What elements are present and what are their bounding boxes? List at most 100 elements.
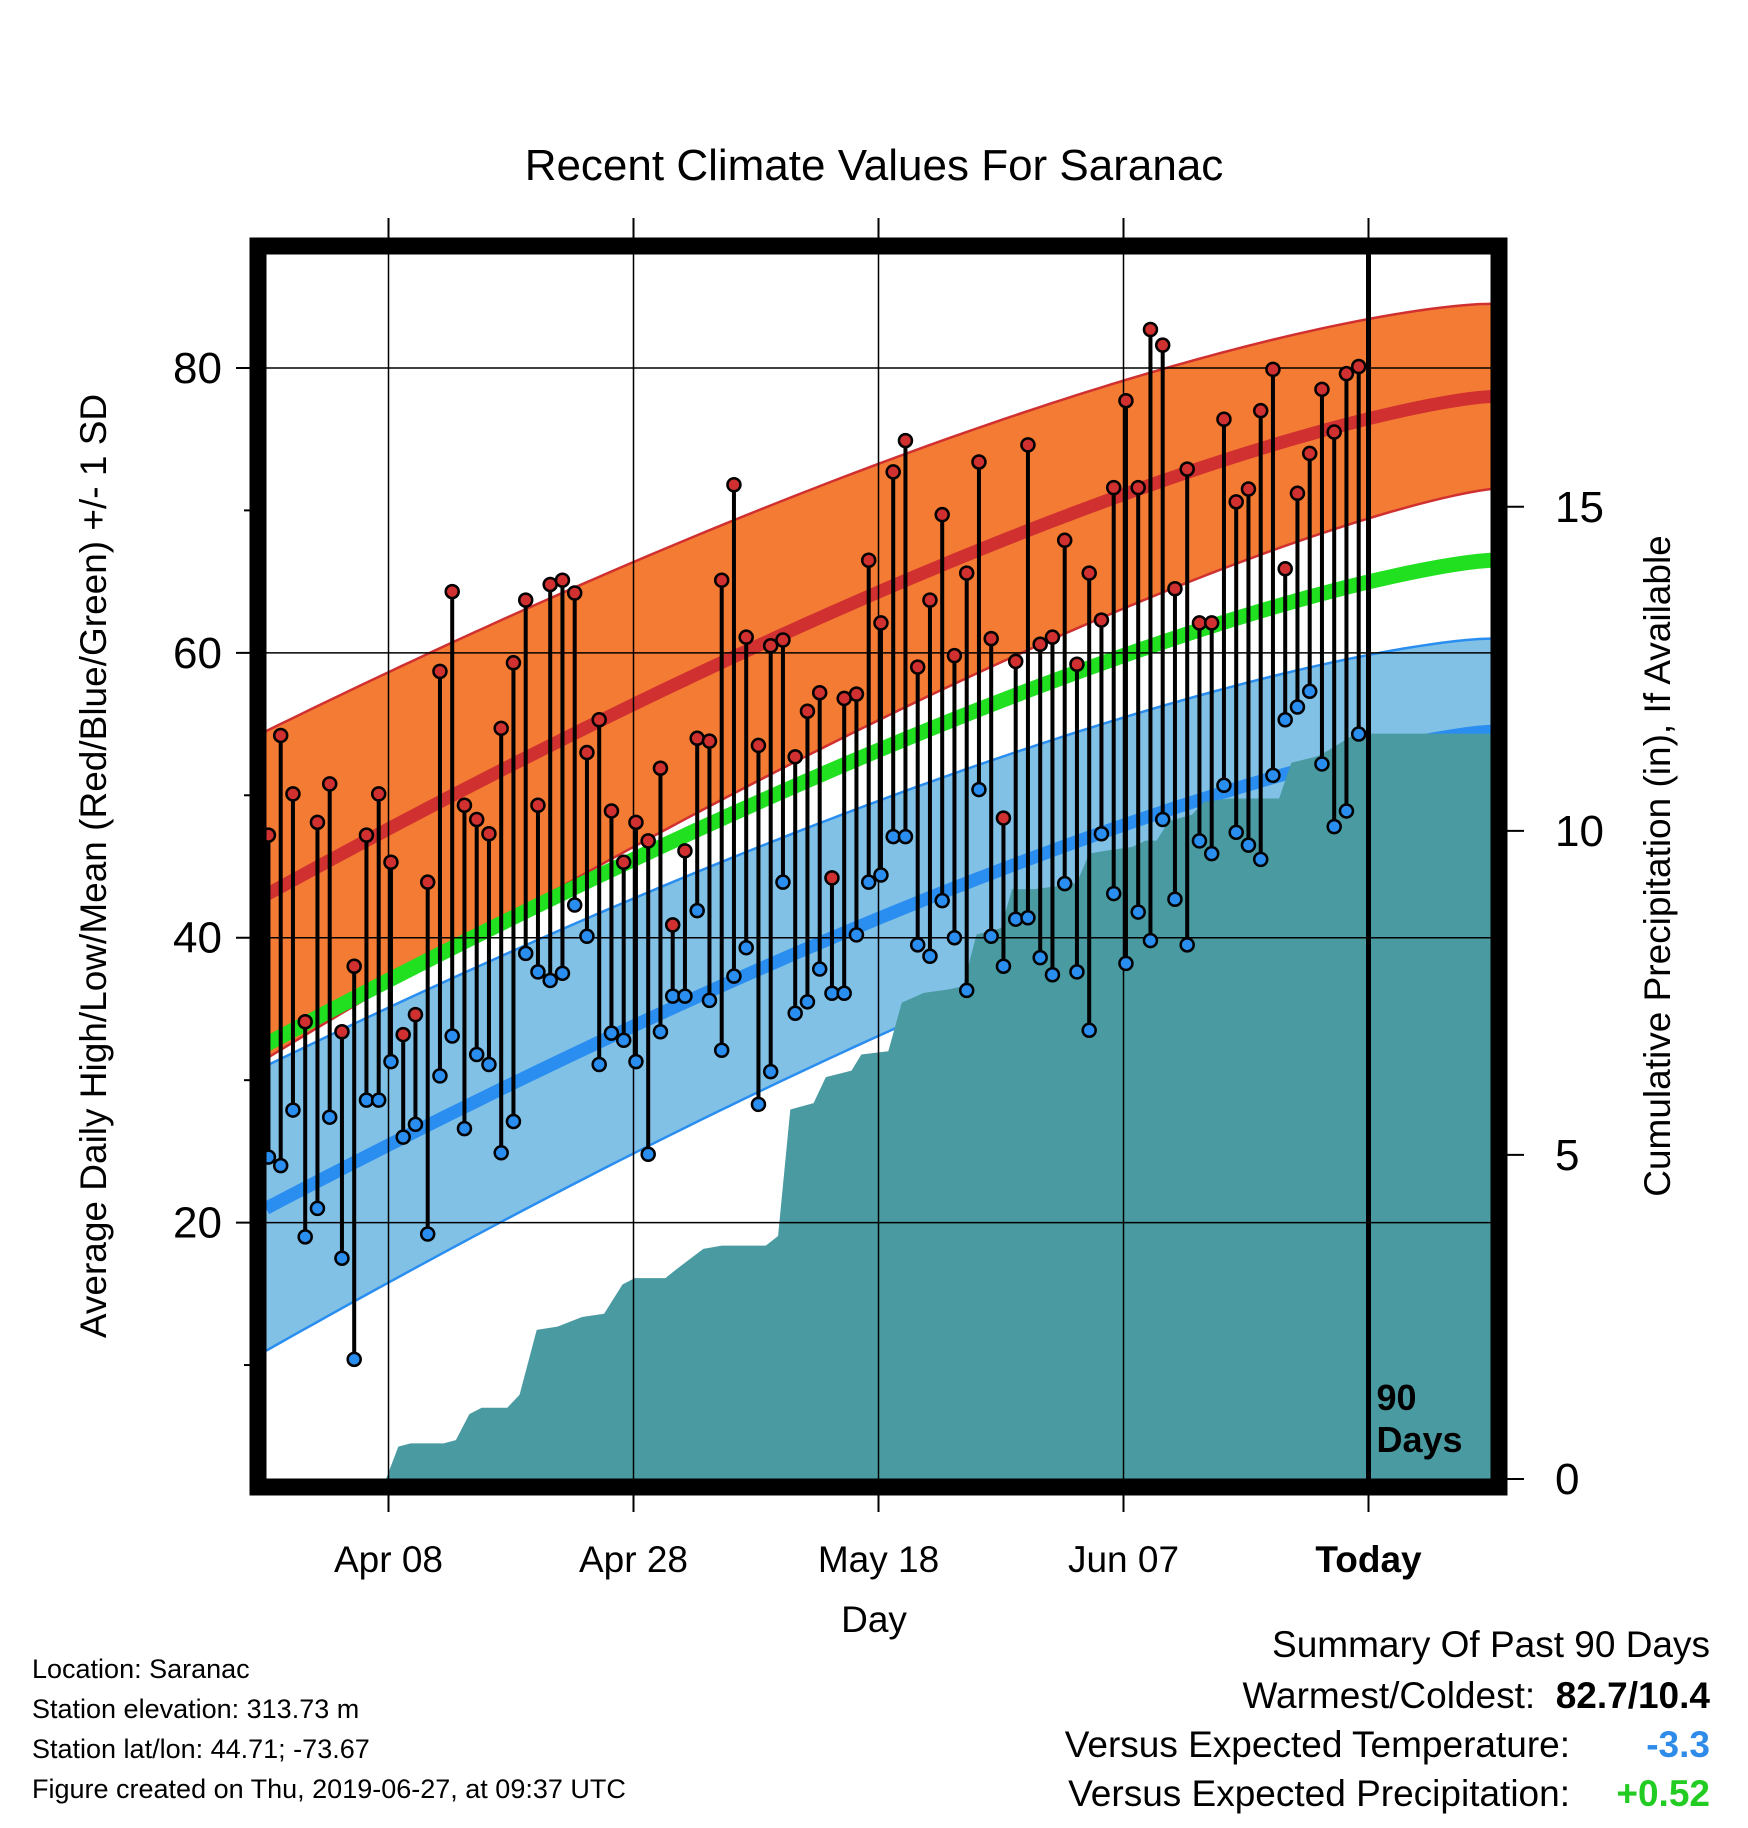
- low-point-13: [419, 1226, 436, 1242]
- low-point-11: [395, 1129, 411, 1145]
- high-point-25: [566, 585, 583, 601]
- high-point-57: [958, 565, 975, 581]
- high-point-69: [1105, 479, 1122, 496]
- low-point-23: [542, 972, 558, 989]
- high-point-1: [272, 727, 289, 744]
- low-point-56: [946, 929, 963, 946]
- high-point-45: [811, 684, 828, 701]
- low-point-75: [1179, 937, 1195, 953]
- low-point-52: [897, 828, 914, 845]
- high-point-89: [1350, 358, 1367, 375]
- low-point-20: [505, 1113, 522, 1130]
- high-point-70: [1118, 392, 1134, 409]
- x-tick-label-3: Jun 07: [1068, 1539, 1179, 1580]
- low-point-25: [566, 897, 583, 913]
- high-point-86: [1314, 381, 1330, 398]
- low-point-74: [1167, 891, 1183, 908]
- high-point-62: [1020, 437, 1036, 453]
- low-point-42: [775, 874, 791, 890]
- low-point-87: [1326, 818, 1342, 835]
- low-point-48: [848, 927, 865, 943]
- high-point-32: [652, 760, 669, 776]
- high-point-77: [1203, 615, 1220, 631]
- low-point-3: [297, 1229, 313, 1245]
- y-axis-left-label: Average Daily High/Low/Mean (Red/Blue/Gr…: [73, 394, 114, 1338]
- high-point-52: [897, 432, 914, 449]
- chart-title: Recent Climate Values For Saranac: [525, 141, 1224, 190]
- high-point-22: [530, 797, 546, 813]
- grid-lines: [266, 254, 1491, 1479]
- high-point-85: [1301, 445, 1318, 462]
- high-point-24: [554, 572, 571, 588]
- low-point-64: [1044, 967, 1061, 983]
- high-point-42: [775, 632, 791, 648]
- high-point-33: [664, 917, 681, 933]
- low-point-76: [1191, 833, 1208, 849]
- y-right-tick-label-2: 10: [1555, 807, 1604, 856]
- y-left-tick-label-0: 20: [173, 1199, 222, 1248]
- high-point-10: [383, 854, 399, 870]
- x-axis-label: Day: [841, 1599, 907, 1640]
- low-point-71: [1130, 904, 1146, 920]
- low-point-65: [1056, 875, 1073, 892]
- high-point-17: [468, 811, 485, 828]
- high-point-15: [444, 583, 460, 600]
- high-point-83: [1277, 561, 1293, 577]
- low-point-1: [272, 1157, 289, 1174]
- daily-range-stems: [266, 329, 1361, 1360]
- low-point-5: [321, 1109, 338, 1125]
- low-point-62: [1020, 910, 1036, 926]
- high-point-56: [946, 647, 963, 664]
- high-point-28: [603, 803, 620, 819]
- high-point-8: [358, 827, 375, 843]
- meta-created: Figure created on Thu, 2019-06-27, at 09…: [32, 1774, 626, 1804]
- high-point-87: [1326, 424, 1342, 440]
- summary-precip-value: +0.52: [1616, 1773, 1710, 1814]
- low-point-15: [444, 1028, 460, 1044]
- low-point-41: [762, 1063, 779, 1080]
- high-point-18: [481, 825, 497, 842]
- low-point-60: [995, 958, 1012, 974]
- high-point-71: [1130, 479, 1146, 496]
- y-right-tick-label-3: 15: [1555, 483, 1604, 532]
- high-point-55: [934, 506, 950, 523]
- high-point-74: [1167, 580, 1183, 597]
- low-point-29: [615, 1032, 632, 1049]
- low-point-63: [1032, 949, 1048, 966]
- high-point-46: [824, 870, 840, 886]
- low-point-47: [836, 985, 852, 1002]
- low-point-19: [493, 1145, 509, 1161]
- high-point-19: [493, 720, 509, 737]
- high-point-48: [848, 686, 865, 702]
- high-point-5: [321, 776, 338, 792]
- low-point-69: [1105, 885, 1122, 902]
- y-left-tick-label-3: 80: [173, 344, 222, 393]
- low-point-7: [346, 1351, 362, 1368]
- x-tick-label-4: Today: [1315, 1539, 1422, 1580]
- meta-latlon: Station lat/lon: 44.71; -73.67: [32, 1734, 370, 1764]
- high-point-67: [1081, 565, 1097, 581]
- high-point-2: [285, 786, 301, 802]
- low-point-59: [983, 928, 999, 945]
- meta-location: Location: Saranac: [32, 1654, 250, 1684]
- high-point-88: [1338, 365, 1355, 382]
- high-point-84: [1289, 485, 1306, 502]
- high-point-9: [370, 786, 387, 802]
- low-point-89: [1350, 726, 1367, 742]
- high-point-54: [922, 592, 938, 608]
- high-point-6: [334, 1023, 350, 1040]
- high-point-12: [407, 1006, 424, 1023]
- low-point-61: [1007, 911, 1024, 927]
- low-point-24: [554, 965, 571, 982]
- low-point-31: [640, 1146, 656, 1162]
- low-point-6: [334, 1250, 350, 1266]
- high-point-34: [677, 843, 693, 859]
- low-point-17: [468, 1046, 485, 1063]
- high-point-13: [419, 874, 436, 890]
- low-point-68: [1093, 825, 1110, 842]
- low-point-67: [1081, 1022, 1097, 1039]
- high-point-39: [738, 629, 754, 645]
- low-point-55: [934, 892, 950, 909]
- high-point-37: [713, 572, 730, 588]
- high-point-73: [1154, 337, 1171, 353]
